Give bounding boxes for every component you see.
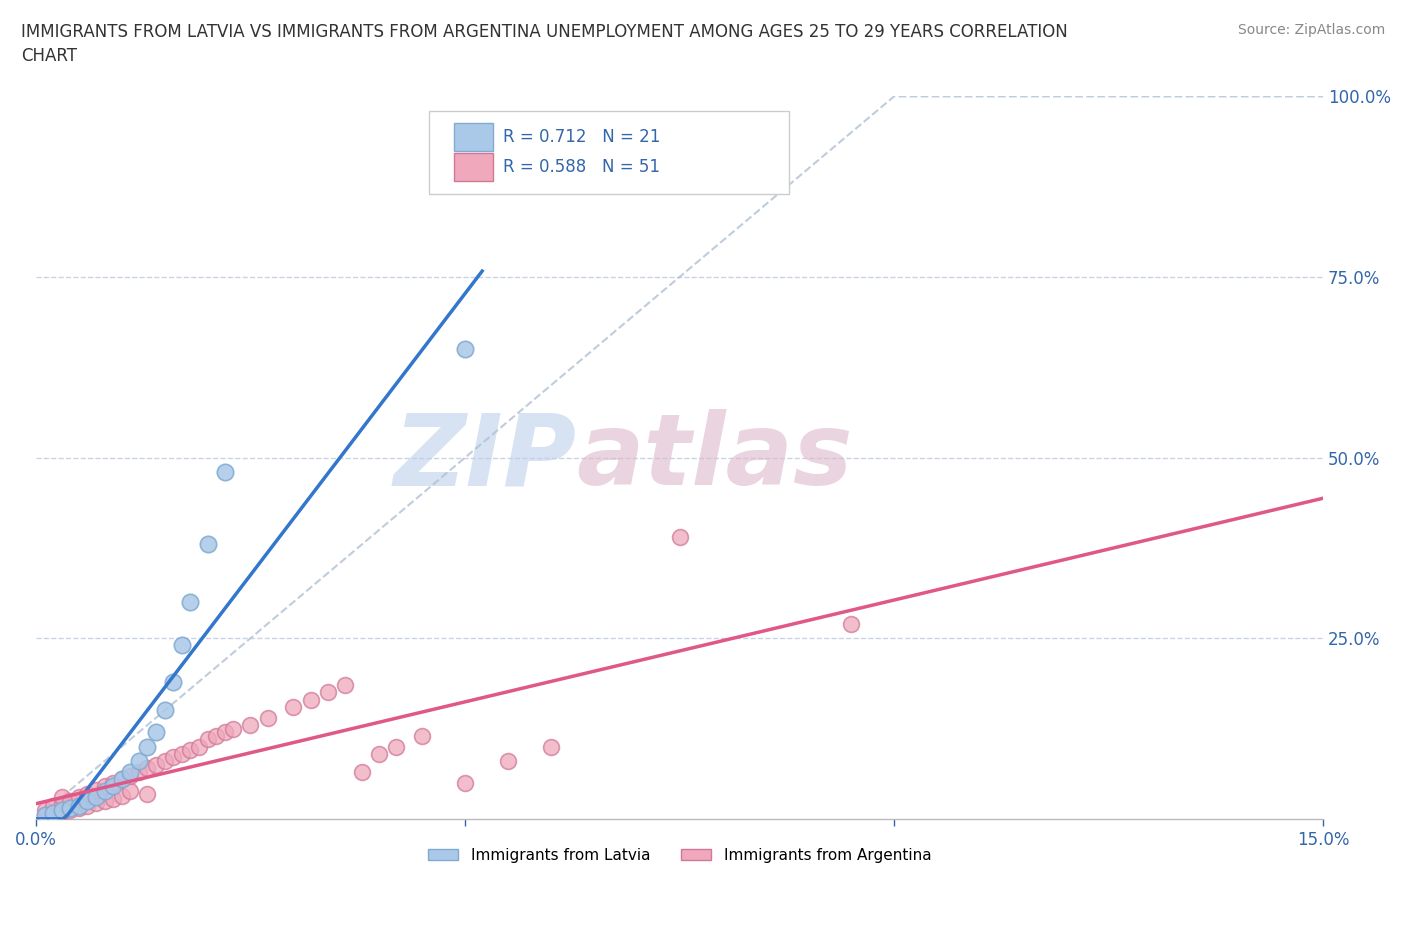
Point <box>59 801 82 816</box>
Point <box>84 782 107 797</box>
Text: IMMIGRANTS FROM LATVIA VS IMMIGRANTS FROM ARGENTINA UNEMPLOYMENT AMONG AGES 25 T: IMMIGRANTS FROM LATVIA VS IMMIGRANTS FRO… <box>21 23 1067 65</box>
Point <box>111 789 134 804</box>
Point <box>454 342 477 357</box>
Point <box>283 699 305 714</box>
Point <box>51 790 73 804</box>
Point <box>42 805 65 820</box>
Point <box>197 537 219 551</box>
Point <box>368 747 391 762</box>
Point <box>214 724 236 739</box>
Point <box>59 793 82 808</box>
Point <box>128 764 150 779</box>
Point <box>51 803 73 817</box>
Point <box>42 805 65 820</box>
Point <box>120 768 142 783</box>
Point <box>84 795 107 810</box>
Point <box>153 753 176 768</box>
Point <box>299 692 322 707</box>
Text: R = 0.588   N = 51: R = 0.588 N = 51 <box>503 158 661 176</box>
Point <box>162 674 184 689</box>
Point <box>162 750 184 764</box>
Point <box>120 764 142 779</box>
Point <box>101 779 124 794</box>
Point <box>76 799 98 814</box>
Point <box>153 703 176 718</box>
Point <box>136 739 159 754</box>
Point <box>136 786 159 801</box>
Point <box>67 801 90 816</box>
Point <box>316 685 339 700</box>
Point <box>668 530 690 545</box>
Point <box>34 808 56 823</box>
Point <box>222 721 245 736</box>
Point <box>350 764 373 779</box>
Point <box>179 743 201 758</box>
Point <box>67 799 90 814</box>
Point <box>170 638 193 653</box>
Point <box>34 803 56 817</box>
Point <box>188 739 211 754</box>
Point <box>93 779 115 794</box>
Point <box>496 753 519 768</box>
Point <box>197 732 219 747</box>
Point <box>179 594 201 609</box>
Point <box>145 757 167 772</box>
Point <box>101 776 124 790</box>
Point <box>333 678 356 693</box>
Legend: Immigrants from Latvia, Immigrants from Argentina: Immigrants from Latvia, Immigrants from … <box>422 842 938 869</box>
Point <box>59 803 82 817</box>
Point <box>128 753 150 768</box>
Point <box>454 776 477 790</box>
Text: ZIP: ZIP <box>394 409 576 506</box>
Point <box>540 739 562 754</box>
Point <box>76 793 98 808</box>
Point <box>839 617 862 631</box>
Point <box>93 793 115 808</box>
Text: atlas: atlas <box>576 409 853 506</box>
Point <box>170 747 193 762</box>
Point <box>111 772 134 787</box>
Point <box>101 791 124 806</box>
Point <box>93 784 115 799</box>
Text: Source: ZipAtlas.com: Source: ZipAtlas.com <box>1237 23 1385 37</box>
Point <box>411 728 433 743</box>
Point <box>51 797 73 812</box>
Point <box>76 786 98 801</box>
Bar <box>454 123 494 151</box>
Bar <box>454 153 494 181</box>
Text: R = 0.712   N = 21: R = 0.712 N = 21 <box>503 127 661 146</box>
Point <box>51 804 73 819</box>
Point <box>111 772 134 787</box>
Point <box>136 761 159 776</box>
Point <box>145 724 167 739</box>
Point <box>205 728 228 743</box>
Point <box>256 711 278 725</box>
Point <box>84 790 107 804</box>
FancyBboxPatch shape <box>429 111 789 194</box>
Point <box>34 808 56 823</box>
Point <box>239 717 262 732</box>
Point <box>67 790 90 804</box>
Point <box>385 739 408 754</box>
Point <box>120 784 142 799</box>
Point <box>214 465 236 480</box>
Point <box>42 799 65 814</box>
